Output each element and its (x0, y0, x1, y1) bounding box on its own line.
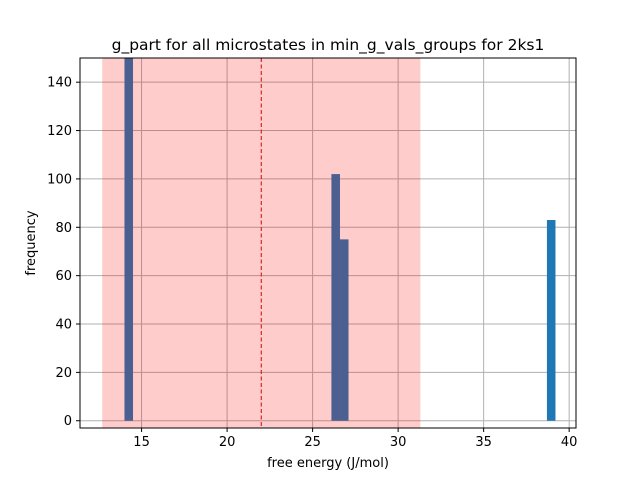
y-axis-label: frequency (24, 210, 39, 276)
x-tick-label: 15 (133, 435, 150, 450)
y-tick-label: 0 (64, 414, 72, 429)
y-axis-ticks: 0 20 40 60 80 100 120 140 (47, 76, 80, 429)
y-tick-label: 20 (55, 366, 72, 381)
bar-layer (124, 58, 556, 421)
y-tick-label: 80 (55, 221, 72, 236)
histogram-bar (124, 58, 134, 421)
x-tick-label: 20 (219, 435, 236, 450)
y-tick-label: 60 (55, 269, 72, 284)
y-tick-label: 40 (55, 318, 72, 333)
x-tick-label: 35 (475, 435, 492, 450)
chart-title: g_part for all microstates in min_g_vals… (112, 36, 545, 55)
histogram-bar (339, 239, 349, 421)
x-tick-label: 30 (390, 435, 407, 450)
y-tick-label: 140 (47, 76, 72, 91)
x-axis-ticks: 15 20 25 30 35 40 (133, 428, 577, 450)
histogram-bar (331, 174, 340, 421)
plot-frame (79, 57, 577, 429)
y-tick-label: 120 (47, 124, 72, 139)
y-tick-label: 100 (47, 172, 72, 187)
x-tick-label: 25 (304, 435, 321, 450)
grid-layer (80, 58, 576, 428)
x-axis-label: free energy (J/mol) (267, 456, 389, 471)
x-tick-label: 40 (561, 435, 578, 450)
histogram-bar (546, 220, 556, 421)
